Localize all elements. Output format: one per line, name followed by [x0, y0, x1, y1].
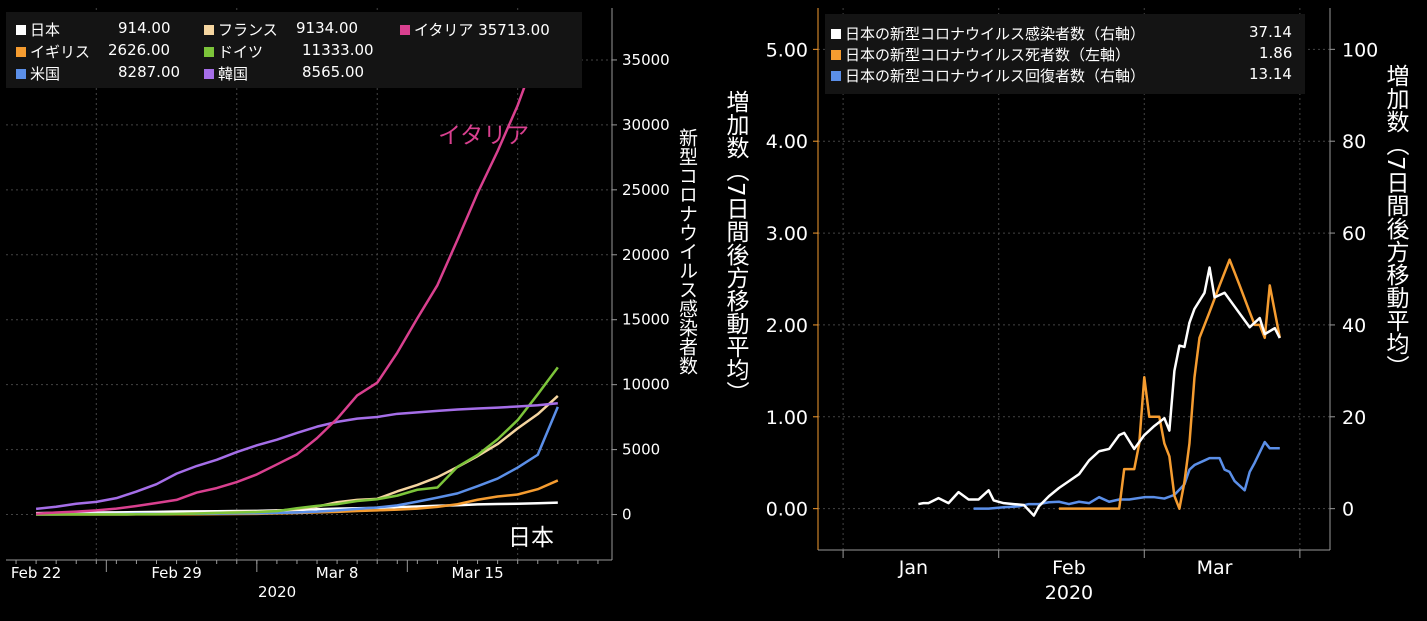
legend-swatch [831, 71, 841, 81]
legend-item-uk: イギリス [16, 41, 90, 62]
legend-swatch [16, 69, 26, 79]
legend-swatch [831, 29, 841, 39]
x-tick-label: Feb [1052, 557, 1086, 579]
legend-item-cases: 日本の新型コロナウイルス感染者数（右軸） [831, 23, 1145, 44]
legend-item-japan: 日本 [16, 19, 60, 40]
legend-value-france: 9134.00 [296, 19, 359, 37]
x-tick-label: Mar 15 [451, 564, 503, 582]
series-line-日本の新型コロナウイルス回復者数（右軸） [973, 440, 1280, 510]
legend-item-korea: 韓国 [204, 63, 248, 84]
series-line-韓国 [35, 402, 558, 511]
left-legend: 日本 914.00 イギリス 2626.00 米国 8287.00 フランス 9… [6, 12, 582, 88]
y-tick-label: 10000 [622, 376, 670, 394]
x-tick-label: Feb 29 [151, 564, 201, 582]
y-tick-label: 30000 [622, 116, 670, 134]
y-right-tick-label: 0 [1342, 499, 1354, 521]
y-right-tick-label: 60 [1342, 223, 1366, 245]
legend-value-us: 8287.00 [118, 63, 181, 81]
legend-item-us: 米国 [16, 63, 60, 84]
legend-item-deaths: 日本の新型コロナウイルス死者数（左軸） [831, 44, 1130, 65]
legend-value-japan: 914.00 [118, 19, 171, 37]
legend-swatch [204, 47, 214, 57]
y-right-tick-label: 80 [1342, 131, 1366, 153]
legend-value-uk: 2626.00 [108, 41, 171, 59]
y-right-tick-label: 100 [1342, 39, 1378, 61]
italy-annotation: イタリア [438, 123, 530, 149]
right-chart-right-axis-title: 増加数（7日間後方移動平均） [1382, 64, 1408, 378]
legend-value-recovered: 13.14 [1249, 65, 1292, 83]
y-tick-label: 25000 [622, 181, 670, 199]
series-line-イタリア [36, 49, 558, 515]
legend-item-recovered: 日本の新型コロナウイルス回復者数（右軸） [831, 65, 1145, 86]
legend-swatch [16, 47, 26, 57]
legend-swatch [204, 69, 214, 79]
x-tick-label: Mar 8 [316, 564, 359, 582]
x-year-label: 2020 [258, 583, 296, 601]
y-tick-label: 20000 [622, 246, 670, 264]
legend-value-germany: 11333.00 [302, 41, 374, 59]
legend-swatch [204, 25, 214, 35]
x-year-label: 2020 [1045, 582, 1093, 604]
series-line-日本の新型コロナウイルス感染者数（右軸） [918, 266, 1281, 517]
right-legend: 日本の新型コロナウイルス感染者数（右軸） 37.14 日本の新型コロナウイルス死… [825, 14, 1305, 94]
legend-value-deaths: 1.86 [1259, 44, 1293, 62]
y-tick-label: 15000 [622, 311, 670, 329]
series-line-ドイツ [36, 366, 559, 516]
legend-item-italy: イタリア 35713.00 [400, 19, 550, 40]
left-y-axis-title: 新型コロナウイルス感染者数 [676, 128, 698, 375]
legend-value-korea: 8565.00 [302, 63, 365, 81]
x-tick-label: Feb 22 [11, 564, 61, 582]
y-left-tick-label: 3.00 [766, 223, 808, 245]
legend-swatch [400, 25, 410, 35]
y-left-tick-label: 1.00 [766, 407, 808, 429]
y-left-tick-label: 4.00 [766, 131, 808, 153]
legend-item-germany: ドイツ [204, 41, 263, 62]
y-right-tick-label: 20 [1342, 407, 1366, 429]
y-tick-label: 5000 [622, 441, 660, 459]
legend-value-cases: 37.14 [1249, 23, 1292, 41]
legend-item-france: フランス [204, 19, 278, 40]
right-chart-left-axis-title: 増加数（7日間後方移動平均） [722, 90, 748, 404]
y-left-tick-label: 2.00 [766, 315, 808, 337]
y-left-tick-label: 0.00 [766, 499, 808, 521]
y-left-tick-label: 5.00 [766, 39, 808, 61]
y-tick-label: 0 [622, 506, 632, 524]
x-tick-label: Jan [898, 557, 928, 579]
legend-swatch [831, 50, 841, 60]
japan-annotation: 日本 [508, 525, 554, 551]
legend-swatch [16, 25, 26, 35]
series-line-日本の新型コロナウイルス死者数（左軸） [1058, 258, 1282, 510]
y-tick-label: 35000 [622, 51, 670, 69]
x-tick-label: Mar [1197, 557, 1233, 579]
y-right-tick-label: 40 [1342, 315, 1366, 337]
